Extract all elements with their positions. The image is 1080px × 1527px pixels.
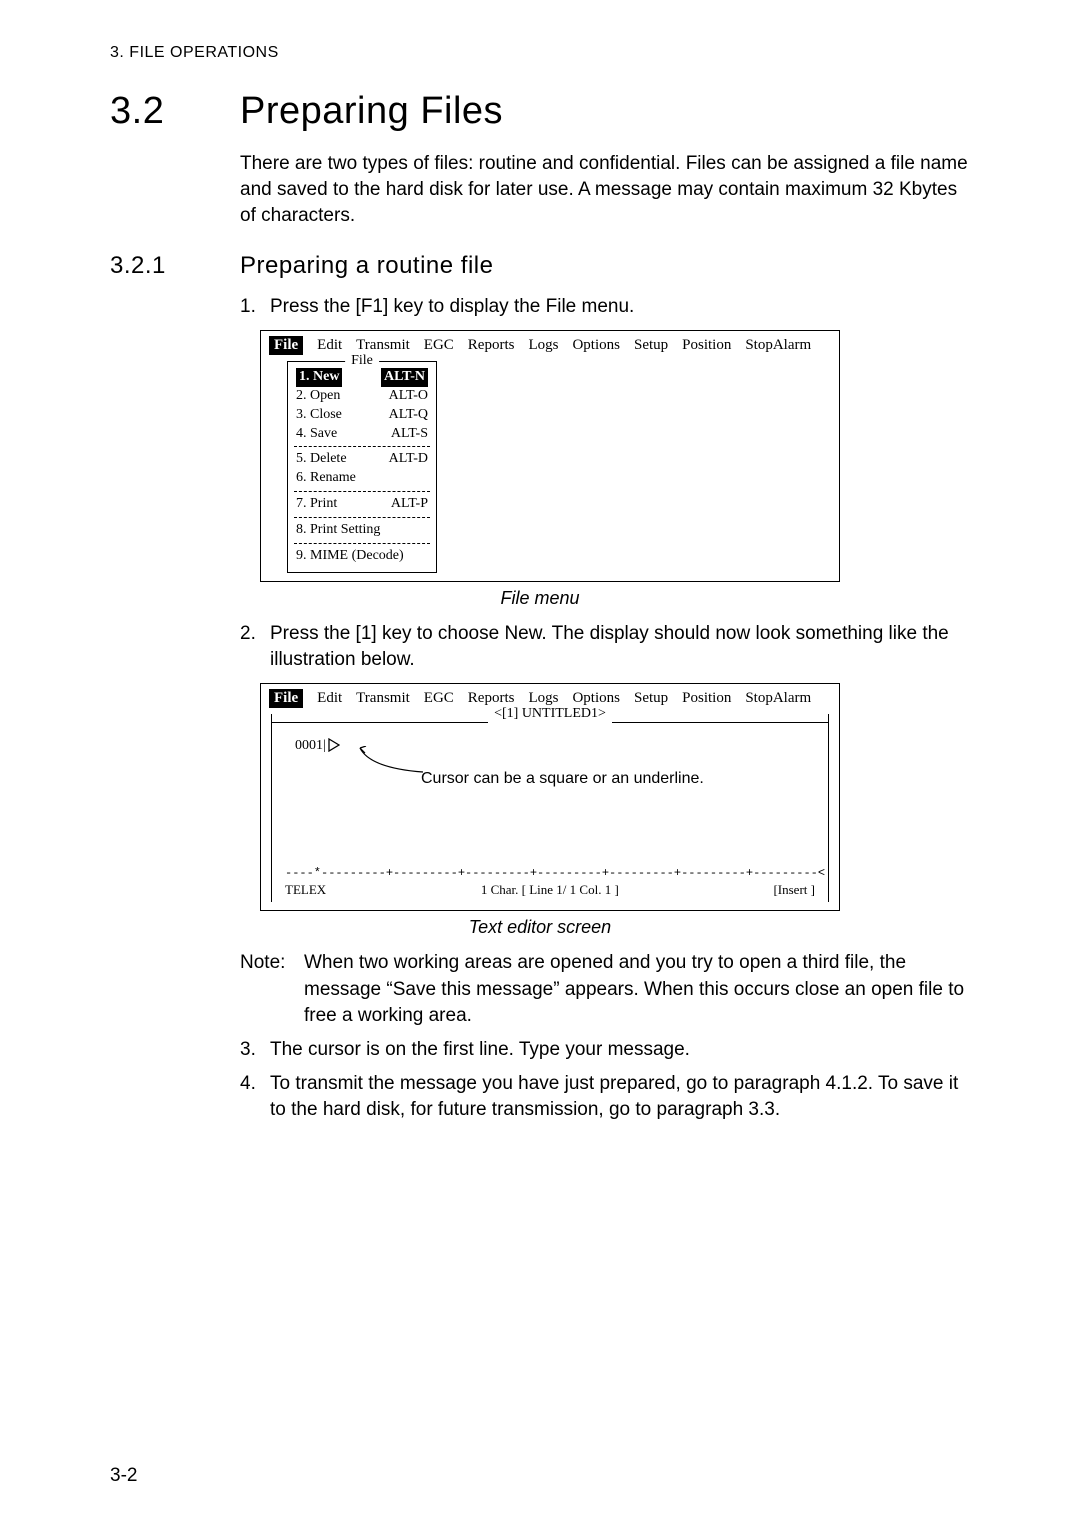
- note-text: When two working areas are opened and yo…: [304, 950, 970, 1029]
- subsection-number: 3.2.1: [110, 252, 240, 280]
- step-4-text: To transmit the message you have just pr…: [270, 1071, 970, 1123]
- callout-arrow-icon: [355, 746, 425, 776]
- menu-item-label: 9. MIME (Decode): [296, 547, 404, 566]
- note-label: Note:: [240, 950, 304, 1029]
- subsection-title: Preparing a routine file: [240, 252, 493, 279]
- editor-ruler: ----*---------+---------+---------+-----…: [285, 866, 815, 880]
- cursor-callout: Cursor can be a square or an underline.: [421, 770, 704, 788]
- menu-setup[interactable]: Setup: [634, 690, 668, 707]
- menu-file[interactable]: File: [269, 336, 303, 355]
- subsection-heading: 3.2.1Preparing a routine file: [110, 252, 970, 280]
- editor-panel: <[1] UNTITLED1> 0001| Cursor can be a sq…: [271, 714, 829, 902]
- figure1-caption: File menu: [110, 588, 970, 609]
- menu-item-label: 7. Print: [296, 495, 337, 514]
- menu-separator: [294, 543, 430, 544]
- status-position: 1 Char. [ Line 1/ 1 Col. 1 ]: [481, 882, 619, 898]
- section-number: 3.2: [110, 90, 240, 133]
- editor-title: <[1] UNTITLED1>: [488, 706, 612, 722]
- menu-item-shortcut: ALT-N: [381, 368, 428, 387]
- menu-logs[interactable]: Logs: [528, 337, 558, 354]
- menu-item-label: 3. Close: [296, 406, 342, 425]
- menu-separator: [294, 446, 430, 447]
- status-insert: [Insert ]: [773, 882, 815, 898]
- menu-setup[interactable]: Setup: [634, 337, 668, 354]
- menu-options[interactable]: Options: [572, 337, 620, 354]
- menu-reports[interactable]: Reports: [468, 690, 515, 707]
- menu-position[interactable]: Position: [682, 337, 731, 354]
- menu-separator: [294, 517, 430, 518]
- menu-item-shortcut: ALT-P: [391, 495, 428, 514]
- file-menu-item[interactable]: 8. Print Setting: [294, 521, 430, 540]
- menu-transmit[interactable]: Transmit: [356, 337, 410, 354]
- file-menu-item[interactable]: 4. Save ALT-S: [294, 425, 430, 444]
- figure2-caption: Text editor screen: [110, 917, 970, 938]
- status-mode: TELEX: [285, 882, 326, 898]
- file-menu-item[interactable]: 1. New ALT-N: [294, 368, 430, 387]
- list-item: 4. To transmit the message you have just…: [240, 1071, 970, 1123]
- menu-egc[interactable]: EGC: [424, 337, 454, 354]
- list-item: 1. Press the [F1] key to display the Fil…: [240, 294, 970, 320]
- running-header: 3. FILE OPERATIONS: [110, 44, 970, 62]
- list-item: 2. Press the [1] key to choose New. The …: [240, 621, 970, 673]
- editor-status-bar: TELEX 1 Char. [ Line 1/ 1 Col. 1 ] [Inse…: [285, 882, 815, 898]
- list-number: 1.: [240, 294, 270, 320]
- menu-options[interactable]: Options: [572, 690, 620, 707]
- menu-edit[interactable]: Edit: [317, 337, 342, 354]
- file-dropdown-legend: File: [345, 353, 379, 369]
- menu-stopalarm[interactable]: StopAlarm: [745, 337, 811, 354]
- menu-egc[interactable]: EGC: [424, 690, 454, 707]
- step-2-text: Press the [1] key to choose New. The dis…: [270, 621, 970, 673]
- list-number: 3.: [240, 1037, 270, 1063]
- menu-item-label: 2. Open: [296, 387, 340, 406]
- menu-reports[interactable]: Reports: [468, 337, 515, 354]
- list-item: 3. The cursor is on the first line. Type…: [240, 1037, 970, 1063]
- file-menu-item[interactable]: 6. Rename: [294, 469, 430, 488]
- text-editor-figure: File Edit Transmit EGC Reports Logs Opti…: [260, 683, 840, 911]
- intro-paragraph: There are two types of files: routine an…: [240, 151, 970, 230]
- file-menu-item[interactable]: 7. Print ALT-P: [294, 495, 430, 514]
- menu-item-shortcut: ALT-S: [391, 425, 428, 444]
- file-menu-figure: File Edit Transmit EGC Reports Logs Opti…: [260, 330, 840, 582]
- file-dropdown: File 1. NewALT-N2. OpenALT-O3. CloseALT-…: [287, 361, 437, 573]
- file-menu-item[interactable]: 5. Delete ALT-D: [294, 450, 430, 469]
- menu-item-label: 8. Print Setting: [296, 521, 380, 540]
- menu-position[interactable]: Position: [682, 690, 731, 707]
- list-number: 4.: [240, 1071, 270, 1123]
- list-number: 2.: [240, 621, 270, 673]
- menu-item-shortcut: ALT-O: [389, 387, 428, 406]
- menu-separator: [294, 491, 430, 492]
- page-number: 3-2: [110, 1465, 137, 1487]
- menu-item-label: 6. Rename: [296, 469, 356, 488]
- step-1-text: Press the [F1] key to display the File m…: [270, 294, 970, 320]
- note: Note: When two working areas are opened …: [240, 950, 970, 1029]
- file-menu-item[interactable]: 2. Open ALT-O: [294, 387, 430, 406]
- file-menu-item[interactable]: 9. MIME (Decode): [294, 547, 430, 566]
- menu-item-label: 5. Delete: [296, 450, 347, 469]
- menu-edit[interactable]: Edit: [317, 690, 342, 707]
- file-menu-item[interactable]: 3. Close ALT-Q: [294, 406, 430, 425]
- menu-item-shortcut: ALT-D: [389, 450, 428, 469]
- menu-item-label: 1. New: [296, 368, 342, 387]
- section-heading: 3.2Preparing Files: [110, 90, 970, 133]
- step-3-text: The cursor is on the first line. Type yo…: [270, 1037, 970, 1063]
- menu-item-label: 4. Save: [296, 425, 337, 444]
- menu-logs[interactable]: Logs: [528, 690, 558, 707]
- menu-stopalarm[interactable]: StopAlarm: [745, 690, 811, 707]
- menu-file[interactable]: File: [269, 689, 303, 708]
- menu-transmit[interactable]: Transmit: [356, 690, 410, 707]
- menu-item-shortcut: ALT-Q: [389, 406, 428, 425]
- section-title: Preparing Files: [240, 90, 503, 132]
